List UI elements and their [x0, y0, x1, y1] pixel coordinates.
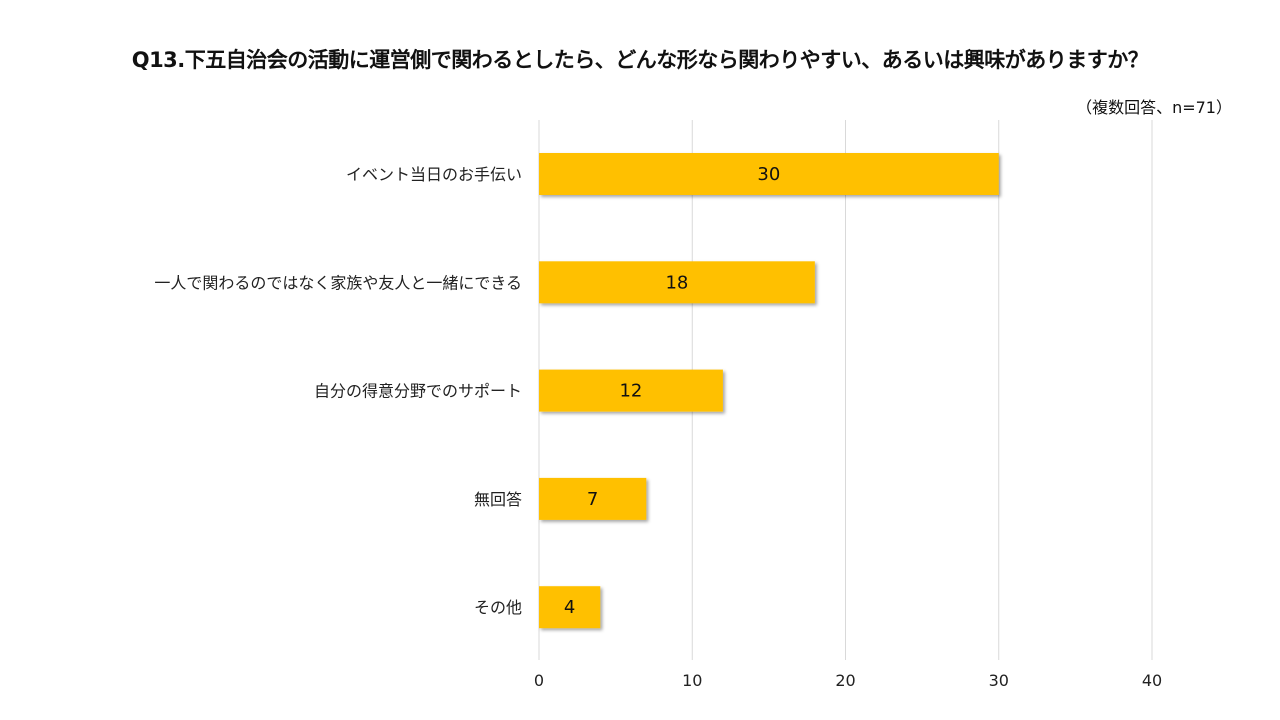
x-tick-label: 30: [989, 671, 1009, 690]
data-label: 4: [564, 597, 575, 618]
chart-subtitle: （複数回答、n=71）: [1076, 98, 1232, 117]
bar: [539, 586, 601, 629]
chart-title: Q13.下五自治会の活動に運営側で関わるとしたら、どんな形なら関わりやすい、ある…: [131, 48, 1149, 72]
bar: [539, 477, 647, 520]
x-tick-label: 20: [835, 671, 855, 690]
data-label: 12: [619, 381, 642, 402]
data-label: 18: [665, 272, 688, 293]
bar: [539, 369, 723, 412]
category-label: イベント当日のお手伝い: [346, 165, 522, 184]
bar: [539, 261, 815, 304]
x-tick-label: 0: [534, 671, 544, 690]
data-label: 7: [587, 489, 598, 510]
category-label: 一人で関わるのではなく家族や友人と一緒にできる: [154, 273, 522, 292]
data-label: 30: [757, 164, 780, 185]
category-label: 自分の得意分野でのサポート: [314, 382, 522, 401]
bar: [539, 153, 999, 195]
category-label: 無回答: [474, 490, 522, 509]
x-tick-label: 10: [682, 671, 702, 690]
category-label: その他: [474, 598, 522, 617]
x-tick-label: 40: [1142, 671, 1162, 690]
